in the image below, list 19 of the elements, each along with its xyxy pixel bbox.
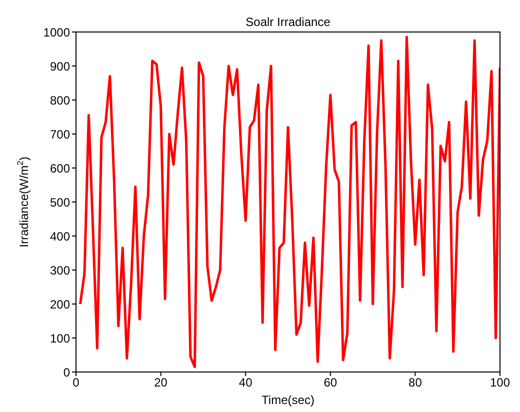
y-tick-label: 1000 bbox=[43, 25, 70, 40]
x-tick-label: 40 bbox=[238, 376, 253, 390]
x-axis-title: Time(sec) bbox=[262, 393, 314, 407]
y-tick-label: 0 bbox=[63, 365, 70, 380]
chart-title: Soalr Irradiance bbox=[246, 15, 331, 29]
x-tick-label: 100 bbox=[490, 376, 510, 390]
x-tick-label: 80 bbox=[408, 376, 422, 390]
y-tick-label: 100 bbox=[50, 331, 70, 346]
y-tick-label: 800 bbox=[50, 93, 70, 108]
y-tick-label: 200 bbox=[50, 297, 70, 312]
y-tick-label: 300 bbox=[50, 263, 70, 278]
x-tick-label: 60 bbox=[324, 376, 338, 390]
y-tick-label: 700 bbox=[50, 127, 70, 142]
y-tick-label: 500 bbox=[50, 195, 70, 210]
y-tick-label: 600 bbox=[50, 161, 70, 176]
y-tick-label: 400 bbox=[50, 229, 70, 244]
x-tick-label: 20 bbox=[154, 376, 168, 390]
y-tick-label: 900 bbox=[50, 59, 70, 74]
x-tick-label: 0 bbox=[72, 376, 80, 390]
